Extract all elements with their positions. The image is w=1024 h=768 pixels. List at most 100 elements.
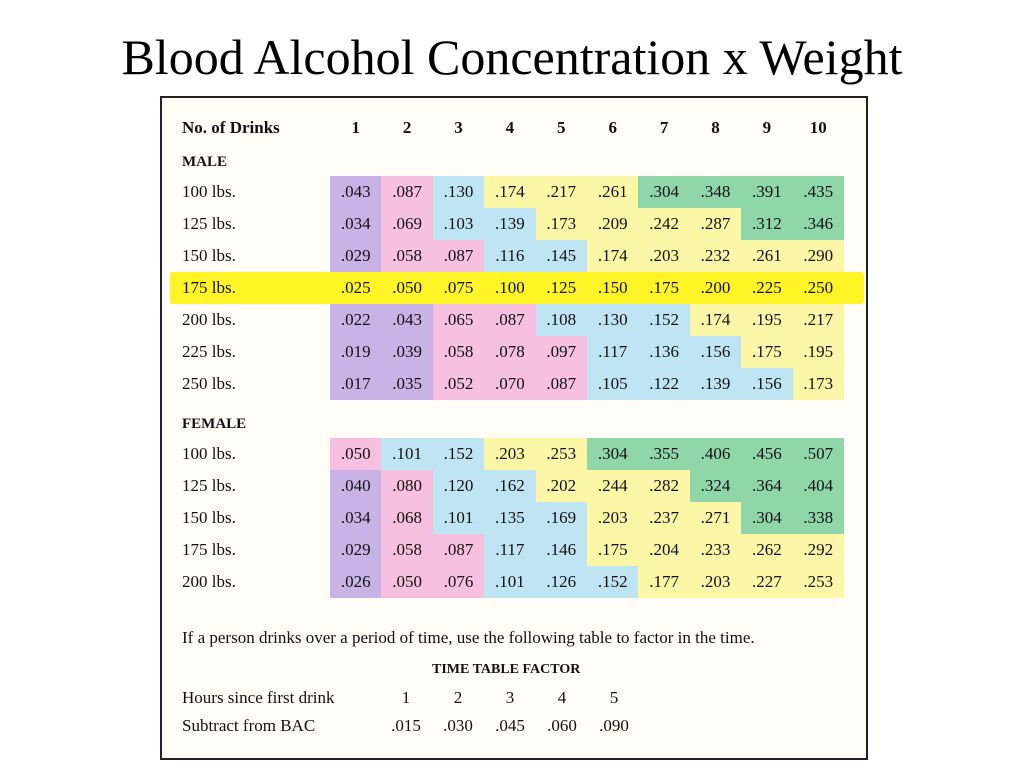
bac-cell: .406 <box>689 438 742 470</box>
drinks-header-cell: 8 <box>711 118 720 137</box>
highlight-stroke <box>170 272 864 304</box>
bac-cell: .156 <box>741 368 793 400</box>
weight-label: 200 lbs. <box>182 310 236 329</box>
subtract-label: Subtract from BAC <box>182 716 316 735</box>
bac-cell: .173 <box>792 368 844 400</box>
hours-cell: 2 <box>453 688 463 707</box>
bac-cell: .035 <box>381 368 433 400</box>
bac-cell: .108 <box>535 304 587 336</box>
bac-cell: .078 <box>484 336 536 368</box>
bac-cell: .355 <box>638 438 690 470</box>
bac-chart: No. of Drinks 1 2 3 4 5 6 7 8 9 10 MALE 100 lbs..… <box>160 96 868 760</box>
bac-cell: .105 <box>587 368 639 400</box>
bac-cell: .162 <box>484 470 536 502</box>
bac-cell: .043 <box>381 304 433 336</box>
bac-cell: .116 <box>484 240 536 272</box>
time-table-title: TIME TABLE FACTOR <box>432 662 581 677</box>
bac-cell: .117 <box>484 534 536 566</box>
hours-cell: 4 <box>557 688 567 707</box>
bac-cell: .069 <box>381 208 433 240</box>
bac-cell: .150 <box>597 278 628 297</box>
bac-cell: .058 <box>381 534 433 566</box>
bac-cell: .022 <box>330 304 382 336</box>
bac-cell: .101 <box>381 438 433 470</box>
bac-cell: .101 <box>432 502 485 534</box>
drinks-header-cell: 10 <box>809 118 827 137</box>
bac-cell: .087 <box>432 534 485 566</box>
bac-cell: .174 <box>484 176 536 208</box>
bac-cell: .070 <box>484 368 536 400</box>
bac-cell: .227 <box>741 566 793 598</box>
bac-cell: .146 <box>535 534 587 566</box>
bac-cell: .175 <box>649 278 679 297</box>
bac-cell: .136 <box>638 336 690 368</box>
drinks-header-cell: 1 <box>351 118 360 137</box>
bac-cell: .507 <box>792 438 844 470</box>
bac-cell: .456 <box>741 438 793 470</box>
bac-cell: .237 <box>638 502 690 534</box>
bac-cell: .242 <box>638 208 690 240</box>
bac-cell: .253 <box>535 438 587 470</box>
bac-cell: .209 <box>587 208 639 240</box>
bac-cell: .174 <box>689 304 742 336</box>
bac-cell: .050 <box>392 278 422 297</box>
weight-label: 150 lbs. <box>182 508 236 527</box>
bac-cell: .130 <box>587 304 639 336</box>
bac-cell: .039 <box>381 336 433 368</box>
hours-cell: 5 <box>609 688 619 707</box>
bac-cell: .065 <box>432 304 485 336</box>
weight-label: 225 lbs. <box>182 342 236 361</box>
bac-cell: .034 <box>330 502 382 534</box>
drinks-header-cell: 2 <box>402 118 412 137</box>
bac-cell: .122 <box>638 368 690 400</box>
bac-cell: .025 <box>340 278 371 297</box>
hours-cell: 1 <box>401 688 411 707</box>
subtract-cell: .090 <box>599 716 629 735</box>
bac-cell: .233 <box>689 534 742 566</box>
bac-cell: .050 <box>381 566 433 598</box>
bac-cell: .130 <box>432 176 485 208</box>
bac-cell: .087 <box>535 368 587 400</box>
bac-cell: .169 <box>535 502 587 534</box>
bac-cell: .100 <box>495 278 525 297</box>
bac-cell: .225 <box>752 278 782 297</box>
bac-cell: .152 <box>432 438 485 470</box>
bac-cell: .195 <box>792 336 844 368</box>
bac-cell: .217 <box>535 176 587 208</box>
hours-label: Hours since first drink <box>182 688 335 707</box>
bac-cell: .139 <box>484 208 536 240</box>
bac-cell: .338 <box>792 502 844 534</box>
bac-cell: .087 <box>432 240 485 272</box>
bac-cell: .126 <box>535 566 587 598</box>
bac-cell: .145 <box>535 240 587 272</box>
bac-cell: .304 <box>741 502 793 534</box>
weight-label: 100 lbs. <box>182 444 236 463</box>
bac-cell: .262 <box>741 534 793 566</box>
time-note: If a person drinks over a period of time… <box>182 628 755 647</box>
drinks-header-cell: 4 <box>505 118 515 137</box>
bac-cell: .217 <box>792 304 844 336</box>
bac-cell: .324 <box>689 470 742 502</box>
bac-cell: .200 <box>700 278 731 297</box>
bac-cell: .052 <box>432 368 485 400</box>
weight-label: 125 lbs. <box>182 214 236 233</box>
subtract-cell: .030 <box>443 716 473 735</box>
bac-cell: .125 <box>546 278 577 297</box>
drinks-header-cell: 3 <box>454 118 463 137</box>
female-section-label: FEMALE <box>182 416 247 432</box>
bac-cell: .174 <box>587 240 639 272</box>
bac-cell: .177 <box>638 566 690 598</box>
hours-cell: 3 <box>505 688 515 707</box>
drinks-header-cell: 5 <box>557 118 566 137</box>
bac-cell: .261 <box>587 176 639 208</box>
subtract-cell: .060 <box>547 716 577 735</box>
bac-cell: .087 <box>381 176 433 208</box>
bac-cell: .435 <box>792 176 844 208</box>
drinks-header-cell: 9 <box>762 118 772 137</box>
drinks-header-cell: 7 <box>659 118 669 137</box>
subtract-cell: .015 <box>391 716 421 735</box>
bac-cell: .304 <box>587 438 639 470</box>
bac-cell: .404 <box>792 470 844 502</box>
bac-cell: .075 <box>443 278 474 297</box>
weight-label: 100 lbs. <box>182 182 236 201</box>
